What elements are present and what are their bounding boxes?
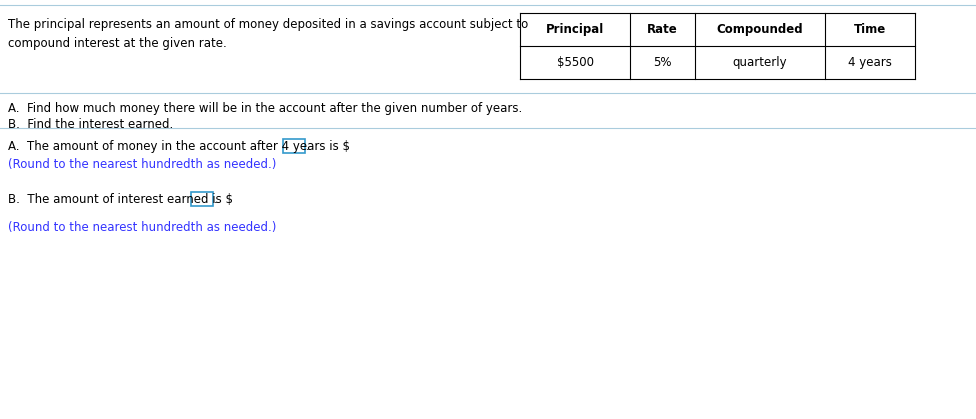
Text: Rate: Rate: [647, 23, 678, 36]
Text: Time: Time: [854, 23, 886, 36]
Text: .: .: [305, 140, 309, 153]
Text: The principal represents an amount of money deposited in a savings account subje: The principal represents an amount of mo…: [8, 18, 528, 31]
Text: Compounded: Compounded: [716, 23, 803, 36]
Bar: [283, 139, 305, 153]
Bar: [191, 192, 213, 206]
Text: 4 years: 4 years: [848, 56, 892, 69]
Text: Principal: Principal: [546, 23, 604, 36]
Text: compound interest at the given rate.: compound interest at the given rate.: [8, 37, 226, 50]
Text: $5500: $5500: [556, 56, 593, 69]
Text: (Round to the nearest hundredth as needed.): (Round to the nearest hundredth as neede…: [8, 158, 276, 171]
Text: (Round to the nearest hundredth as needed.): (Round to the nearest hundredth as neede…: [8, 221, 276, 234]
Text: quarterly: quarterly: [733, 56, 788, 69]
Text: A.  The amount of money in the account after 4 years is $: A. The amount of money in the account af…: [8, 140, 350, 153]
Text: 5%: 5%: [653, 56, 671, 69]
Text: A.  Find how much money there will be in the account after the given number of y: A. Find how much money there will be in …: [8, 102, 522, 115]
Text: B.  Find the interest earned.: B. Find the interest earned.: [8, 118, 174, 131]
Text: B.  The amount of interest earned is $: B. The amount of interest earned is $: [8, 193, 233, 206]
Text: .: .: [214, 193, 218, 206]
